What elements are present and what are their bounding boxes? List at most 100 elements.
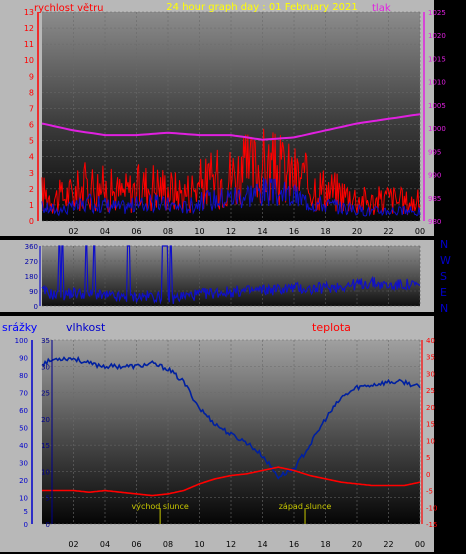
temperature-tick-label: 20 [426,404,435,412]
mid-axes: 0 90 180 270 360 [25,243,41,311]
bottom-x-tick-label: 08 [163,540,173,549]
wind-speed-tick-label: 0 [29,217,34,226]
bottom-x-tick-label: 00 [415,540,425,549]
top-x-tick-label: 16 [289,227,299,236]
top-x-tick-label: 12 [226,227,236,236]
direction-label: E [440,286,447,299]
rain-axis-label: srážky [2,321,38,334]
pressure-tick-label: 1025 [428,9,446,17]
temperature-tick-label: 30 [426,370,435,378]
direction-label: W [440,254,451,267]
pressure-line [41,113,421,141]
wind-speed-tick-label: 9 [29,72,34,81]
direction-label: S [440,270,447,283]
bottom-x-tick-label: 22 [383,540,393,549]
top-x-tick-label: 22 [383,227,393,236]
pressure-tick-label: 995 [428,148,441,156]
temperature-tick-label: 40 [426,337,435,345]
wind-speed-tick-label: 11 [24,40,34,49]
pressure-tick-label: 1005 [428,102,446,110]
rain-tick-label: 60 [19,407,28,415]
temperature-tick-label: 15 [426,421,435,429]
bottom-grid [42,339,421,525]
humidity-tick-label: 30 [41,363,50,371]
wind-dir-tick-label: 90 [29,288,38,296]
bottom-series: východ slunce západ slunce [41,355,421,524]
temperature-tick-label: -10 [426,504,437,512]
bottom-x-tick-label: 04 [100,540,110,549]
top-x-tick-label: 14 [257,227,267,236]
bottom-x-tick-label: 18 [320,540,330,549]
pressure-tick-label: 980 [428,218,441,226]
top-x-tick-label: 10 [194,227,204,236]
temperature-tick-label: 5 [426,454,430,462]
rain-tick-label: 90 [19,355,28,363]
wind-speed-tick-label: 7 [29,104,34,113]
wind-speed-tick-label: 13 [24,8,34,17]
wind-speed-tick-label: 5 [29,137,34,146]
top-x-tick-label: 08 [163,227,173,236]
sun-marker-label: západ slunce [279,502,332,511]
humidity-tick-label: 25 [41,390,50,398]
bottom-x-tick-label: 20 [352,540,362,549]
wind-speed-tick-label: 12 [24,24,34,33]
rain-tick-label: 20 [19,477,28,485]
rain-tick-label: 50 [19,425,28,433]
humidity-axis-label: vlhkost [66,321,106,334]
pressure-axis-label: tlak [372,3,391,14]
wind-speed-tick-label: 6 [29,121,34,130]
wind-dir-tick-label: 0 [34,303,38,311]
pressure-tick-label: 1020 [428,32,446,40]
bottom-axes: 02 04 06 08 10 12 14 16 18 20 22 000510152025303505… [15,337,438,549]
temperature-tick-label: 10 [426,437,435,445]
wind-speed-tick-label: 4 [29,153,34,162]
humidity-line [41,355,421,480]
temperature-tick-label: 25 [426,387,435,395]
bottom-x-tick-label: 14 [257,540,267,549]
pressure-tick-label: 1015 [428,55,446,63]
temperature-tick-label: 0 [426,471,430,479]
rain-tick-label: 40 [19,442,28,450]
rain-tick-label: 0 [24,521,28,529]
humidity-tick-label: 5 [46,495,50,503]
top-x-tick-label: 04 [100,227,110,236]
pressure-tick-label: 990 [428,172,441,180]
rain-tick-label: 30 [19,460,28,468]
wind-mean-line [41,177,421,217]
rain-tick-label: 10 [19,495,28,503]
bottom-x-tick-label: 02 [68,540,78,549]
rain-tick-label: 70 [19,390,28,398]
wind-speed-tick-label: 8 [29,88,34,97]
direction-label: N [440,238,448,251]
mid-series [41,245,421,305]
bottom-x-tick-label: 06 [131,540,141,549]
wind-dir-tick-label: 360 [25,243,38,251]
temperature-line [42,466,421,497]
wind-dir-tick-label: 180 [25,273,38,281]
bottom-x-tick-label: 10 [194,540,204,549]
humidity-tick-label: 0 [46,521,50,529]
rain-tick-label: 100 [15,337,28,345]
pressure-tick-label: 985 [428,195,441,203]
humidity-tick-label: 15 [41,442,50,450]
temperature-axis-label: teplota [312,321,351,334]
sun-marker-label: východ slunce [131,502,188,511]
wind-speed-tick-label: 1 [29,201,34,210]
top-x-tick-label: 20 [352,227,362,236]
wind-speed-axis-label: rychlost větru [34,2,104,14]
top-x-tick-label: 06 [131,227,141,236]
top-x-tick-label: 00 [415,227,425,236]
bottom-x-tick-label: 12 [226,540,236,549]
top-series [41,113,421,217]
pressure-tick-label: 1010 [428,79,446,87]
humidity-tick-label: 20 [41,416,50,424]
chart-title: 24 hour graph day : 01 February 2021 [166,2,357,13]
wind-speed-tick-label: 10 [24,56,34,65]
rain-tick-label: 80 [19,372,28,380]
wind-dir-tick-label: 270 [25,258,38,266]
bottom-x-tick-label: 16 [289,540,299,549]
wind-direction-line [41,245,421,305]
wind-speed-tick-label: 3 [29,169,34,178]
